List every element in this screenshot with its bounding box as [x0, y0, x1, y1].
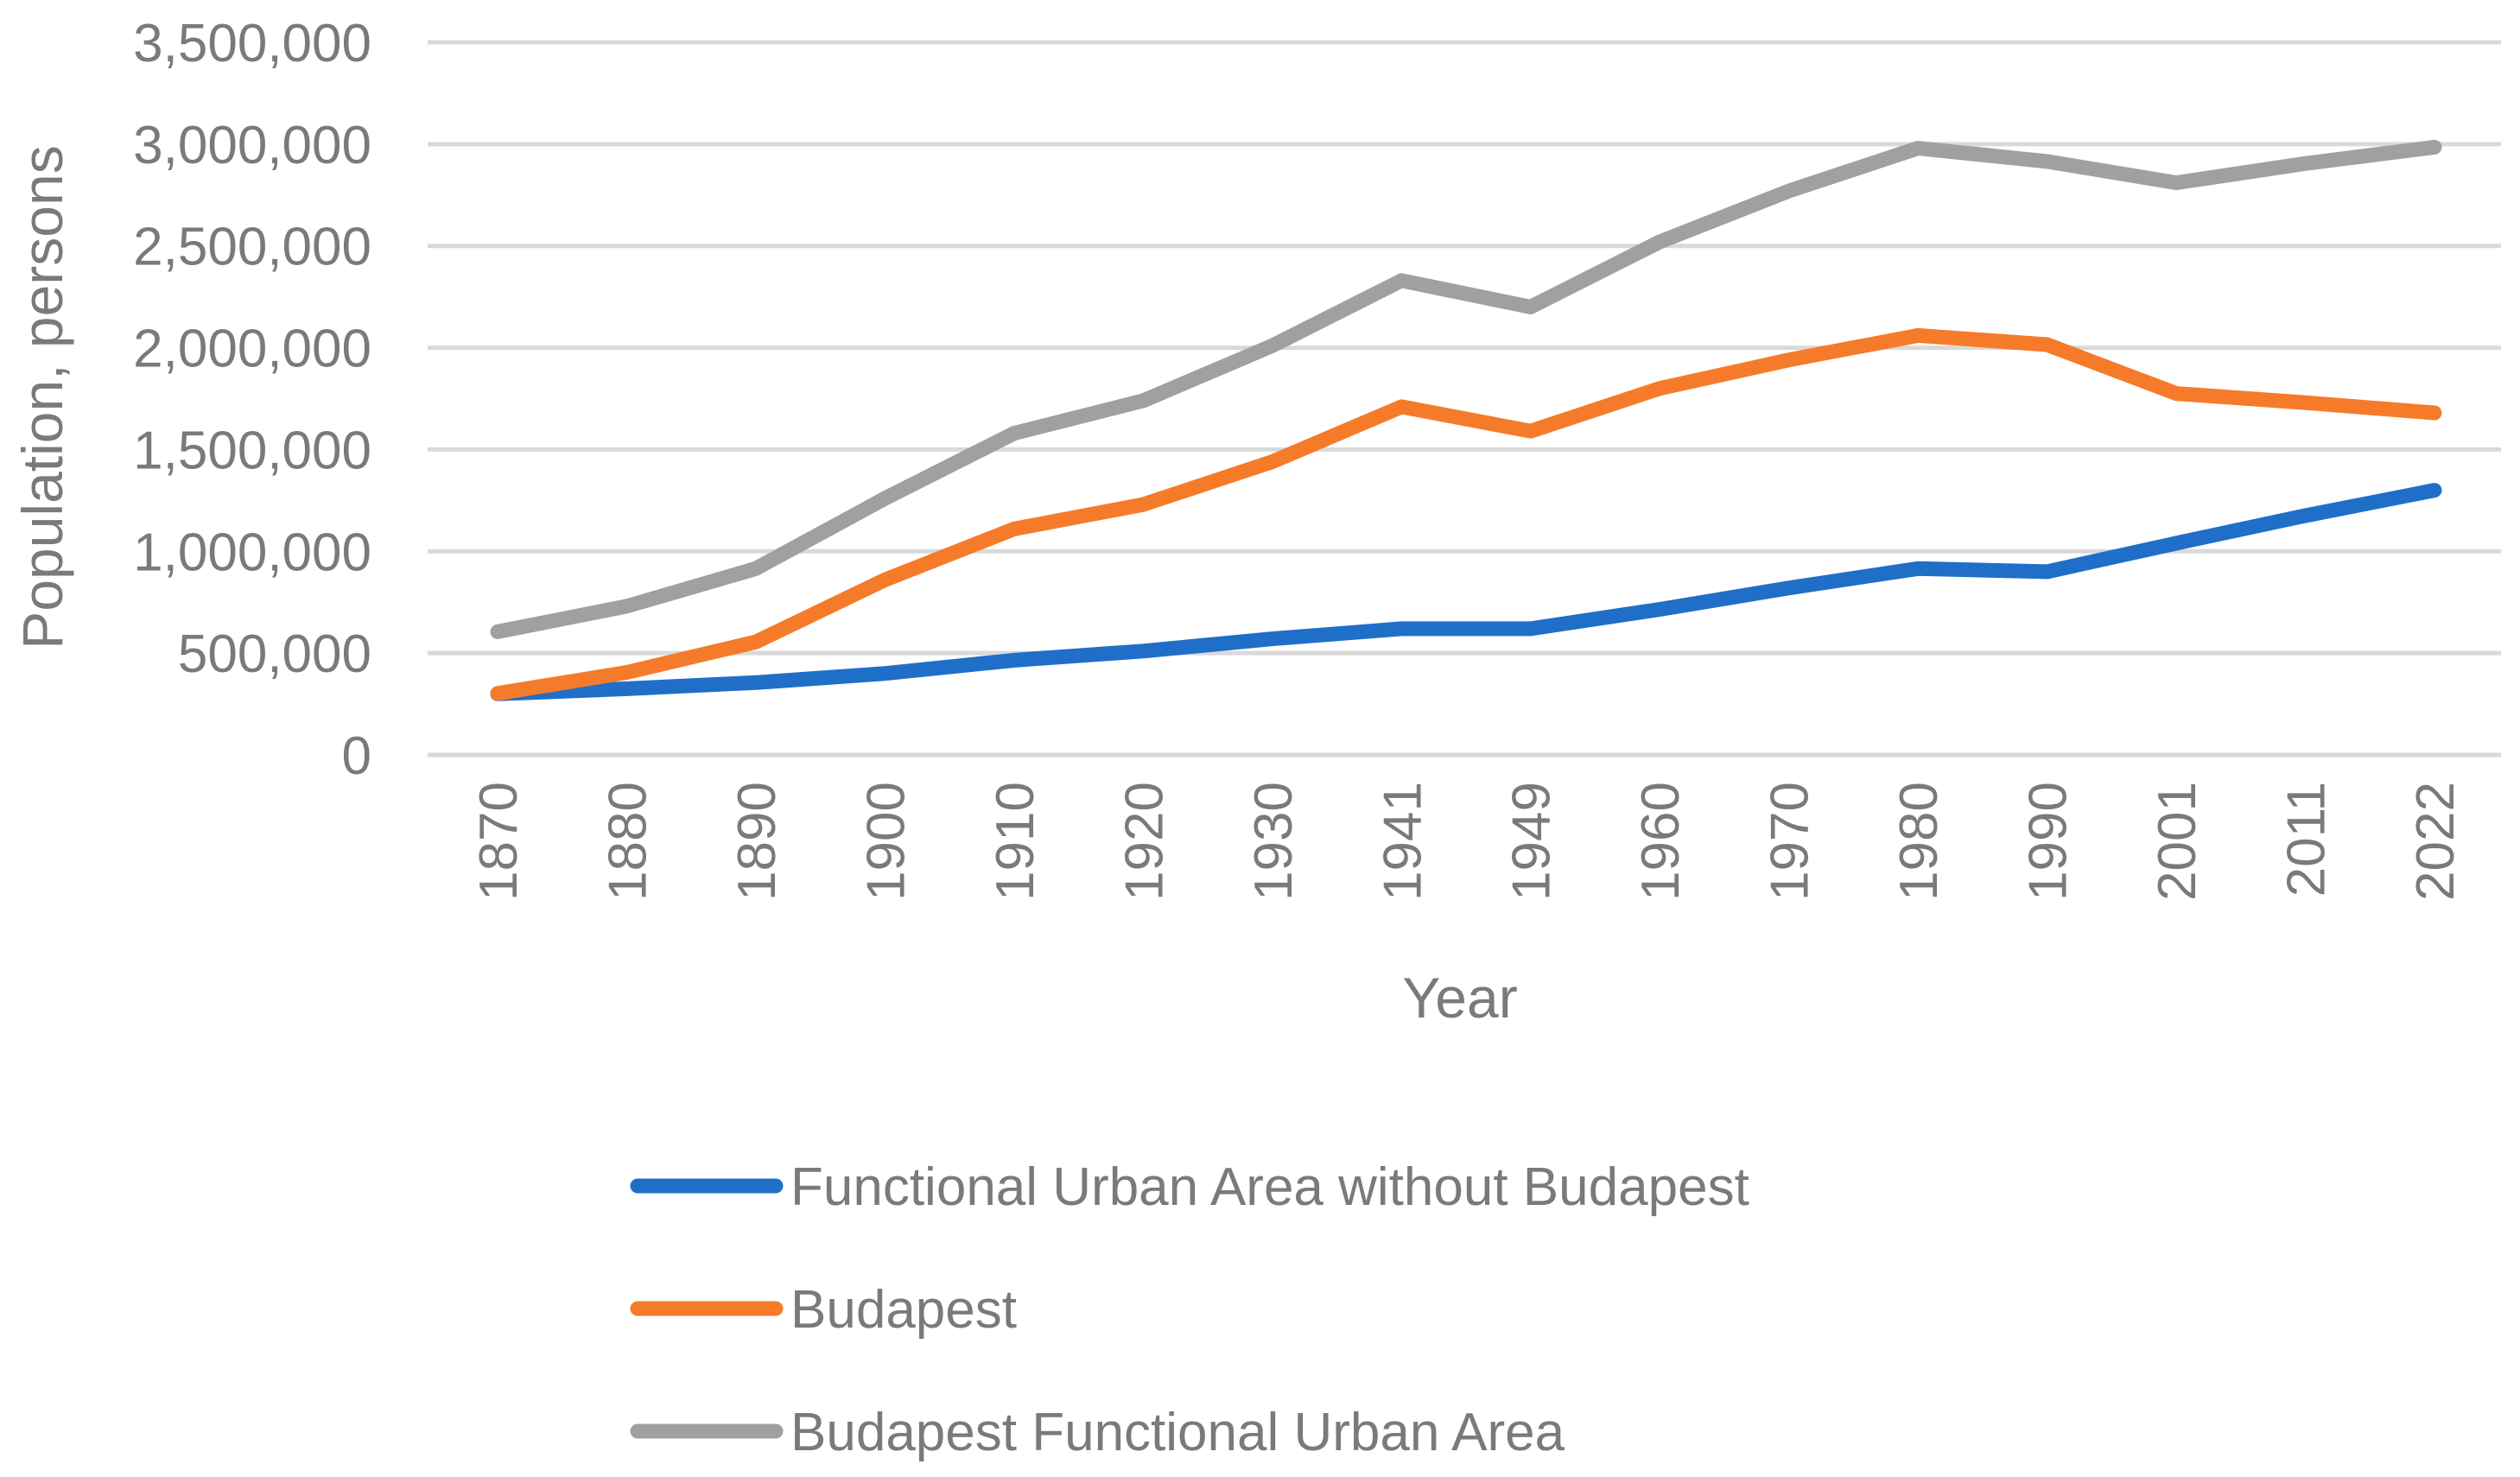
legend-label-3: Budapest Functional Urban Area — [790, 1403, 1565, 1462]
x-tick-label: 1910 — [986, 782, 1045, 901]
x-tick-label: 1900 — [856, 782, 916, 901]
x-axis-title: Year — [1402, 966, 1517, 1030]
y-tick-label: 3,000,000 — [133, 116, 371, 175]
series-line-1 — [490, 483, 2442, 701]
x-tick-label: 1880 — [598, 782, 657, 901]
series-lines — [490, 139, 2442, 701]
y-tick-label: 0 — [342, 726, 371, 786]
x-tick-label: 1970 — [1761, 782, 1820, 901]
x-tick-label: 1870 — [469, 782, 529, 901]
x-tick-label: 1980 — [1889, 782, 1949, 901]
x-tick-label: 1960 — [1631, 782, 1691, 901]
x-tick-label: 2022 — [2406, 782, 2466, 901]
y-axis-title: Population, persons — [10, 145, 74, 649]
x-tick-label: 2011 — [2277, 782, 2337, 897]
legend-label-1: Functional Urban Area without Budapest — [790, 1157, 1749, 1217]
y-tick-label: 2,000,000 — [133, 320, 371, 379]
series-line-2 — [490, 327, 2442, 701]
legend-label-2: Budapest — [790, 1280, 1017, 1340]
y-tick-label: 3,500,000 — [133, 14, 371, 73]
y-tick-label: 2,500,000 — [133, 218, 371, 277]
series-line-3 — [490, 139, 2442, 639]
x-tick-label: 1990 — [2019, 782, 2079, 901]
y-axis-ticks: 0 500,000 1,000,000 1,500,000 2,000,000 2,500… — [133, 14, 371, 786]
legend: Functional Urban Area without Budapest Bu… — [630, 1157, 1749, 1462]
x-tick-label: 1890 — [727, 782, 787, 901]
x-tick-label: 1941 — [1373, 782, 1432, 901]
x-tick-label: 2001 — [2148, 782, 2207, 901]
y-tick-label: 1,000,000 — [133, 523, 371, 582]
x-axis-ticks: 1870 1880 1890 1900 1910 1920 1930 1941 1949 1960… — [469, 782, 2466, 901]
y-tick-label: 1,500,000 — [133, 421, 371, 480]
y-tick-label: 500,000 — [178, 624, 371, 684]
x-tick-label: 1920 — [1114, 782, 1174, 901]
x-tick-label: 1930 — [1244, 782, 1304, 901]
x-tick-label: 1949 — [1502, 782, 1562, 901]
